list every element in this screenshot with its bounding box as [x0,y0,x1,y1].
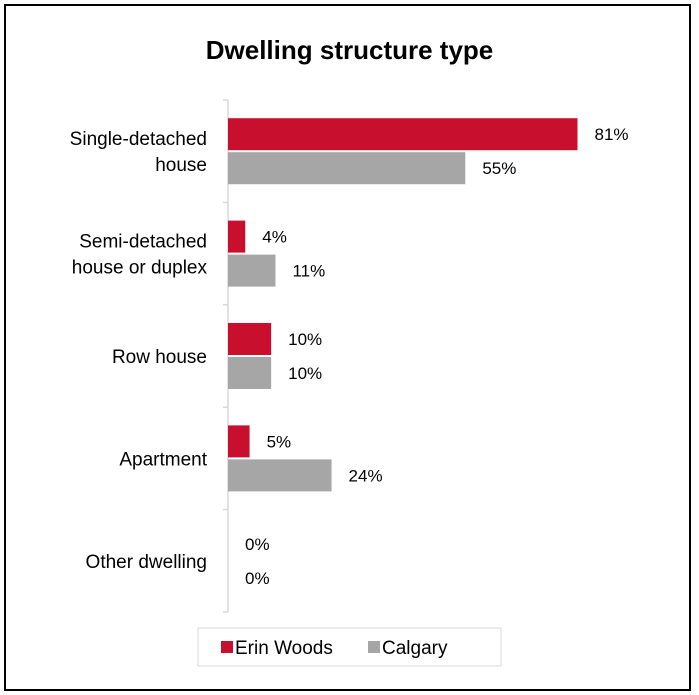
category-label-line: Row house [112,347,207,368]
bar-erin-woods [228,425,250,458]
bar-erin-woods [228,118,578,151]
data-label: 10% [288,364,322,383]
legend-swatch-erin-woods [221,641,233,653]
category-label: Single-detached house [70,129,207,176]
category-label-line: Apartment [119,449,207,470]
data-label: 5% [267,432,292,451]
data-label: 81% [595,125,629,144]
bar-calgary [228,254,276,287]
category-label-line: house or duplex [72,258,208,279]
data-label: 10% [288,330,322,349]
category-label-line: Single-detached [70,129,207,150]
category-label: Other dwelling [86,552,207,573]
category-label-line: house [155,155,207,176]
data-label: 4% [262,228,287,247]
data-label: 24% [349,466,383,485]
category-label: Semi-detached house or duplex [72,232,208,279]
data-label: 11% [292,262,325,281]
category-label-line: Other dwelling [86,552,207,573]
legend-label: Calgary [382,638,448,659]
category-label: Row house [112,347,207,368]
legend-label: Erin Woods [235,638,333,659]
bar-erin-woods [228,220,246,253]
category-label: Apartment [119,449,207,470]
bar-calgary [228,357,272,389]
bar-calgary [228,459,332,492]
data-label: 55% [482,159,516,178]
data-label: 0% [245,569,270,588]
category-label-line: Semi-detached [79,232,207,253]
bar-calgary [228,152,466,185]
chart-title: Dwelling structure type [205,35,494,65]
legend-box [197,627,502,667]
legend-swatch-calgary [368,641,380,653]
data-label: 0% [245,535,270,554]
bar-erin-woods [228,323,272,355]
